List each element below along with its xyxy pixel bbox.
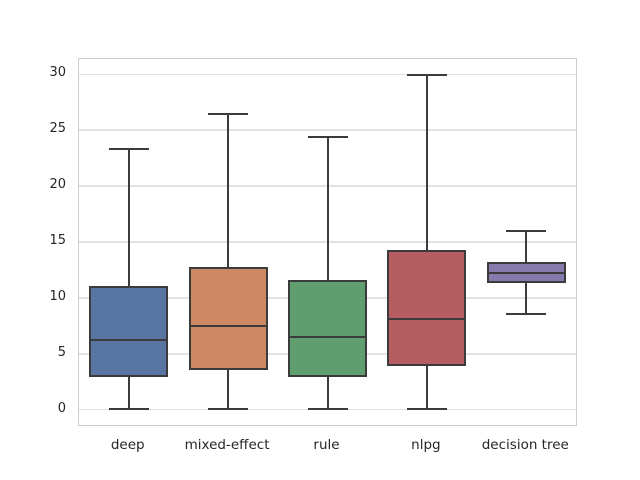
whisker-line	[425, 75, 428, 409]
median-line	[288, 336, 367, 339]
median-line	[486, 272, 566, 275]
whisker-cap-bottom	[108, 407, 149, 410]
median-line	[188, 324, 268, 327]
whisker-cap-top	[406, 74, 447, 77]
whisker-cap-bottom	[406, 407, 447, 410]
whisker-cap-top	[208, 113, 249, 116]
whisker-cap-top	[506, 229, 547, 232]
y-tick-label: 0	[57, 400, 66, 416]
y-tick-label: 10	[49, 288, 66, 304]
whisker-cap-bottom	[307, 407, 348, 410]
x-tick-label-deep: deep	[110, 437, 145, 453]
x-tick-label-rule: rule	[313, 437, 340, 453]
median-line	[89, 339, 169, 342]
x-tick-label-nlpg: nlpg	[411, 437, 441, 453]
y-tick-label: 25	[49, 121, 66, 137]
whisker-cap-top	[108, 148, 149, 151]
whisker-cap-top	[307, 135, 348, 138]
y-tick-label: 20	[49, 177, 66, 193]
median-line	[387, 318, 467, 321]
box-mixed-effect	[188, 266, 268, 370]
whisker-line	[227, 114, 230, 409]
plot-area	[78, 58, 577, 426]
whisker-cap-bottom	[208, 407, 249, 410]
y-gridline	[79, 73, 576, 75]
y-gridline	[79, 129, 576, 131]
y-gridline	[79, 409, 576, 411]
y-tick-label: 30	[49, 65, 66, 81]
x-tick-label-decision-tree: decision tree	[481, 437, 569, 453]
box-rule	[288, 280, 367, 378]
x-tick-label-mixed-effect: mixed-effect	[184, 437, 270, 453]
y-tick-label: 5	[57, 344, 66, 360]
whisker-cap-bottom	[506, 312, 547, 315]
y-tick-label: 15	[49, 233, 66, 248]
whisker-line	[127, 149, 130, 409]
whisker-line	[326, 136, 329, 409]
box-deep	[89, 285, 169, 378]
box-nlpg	[387, 249, 467, 367]
